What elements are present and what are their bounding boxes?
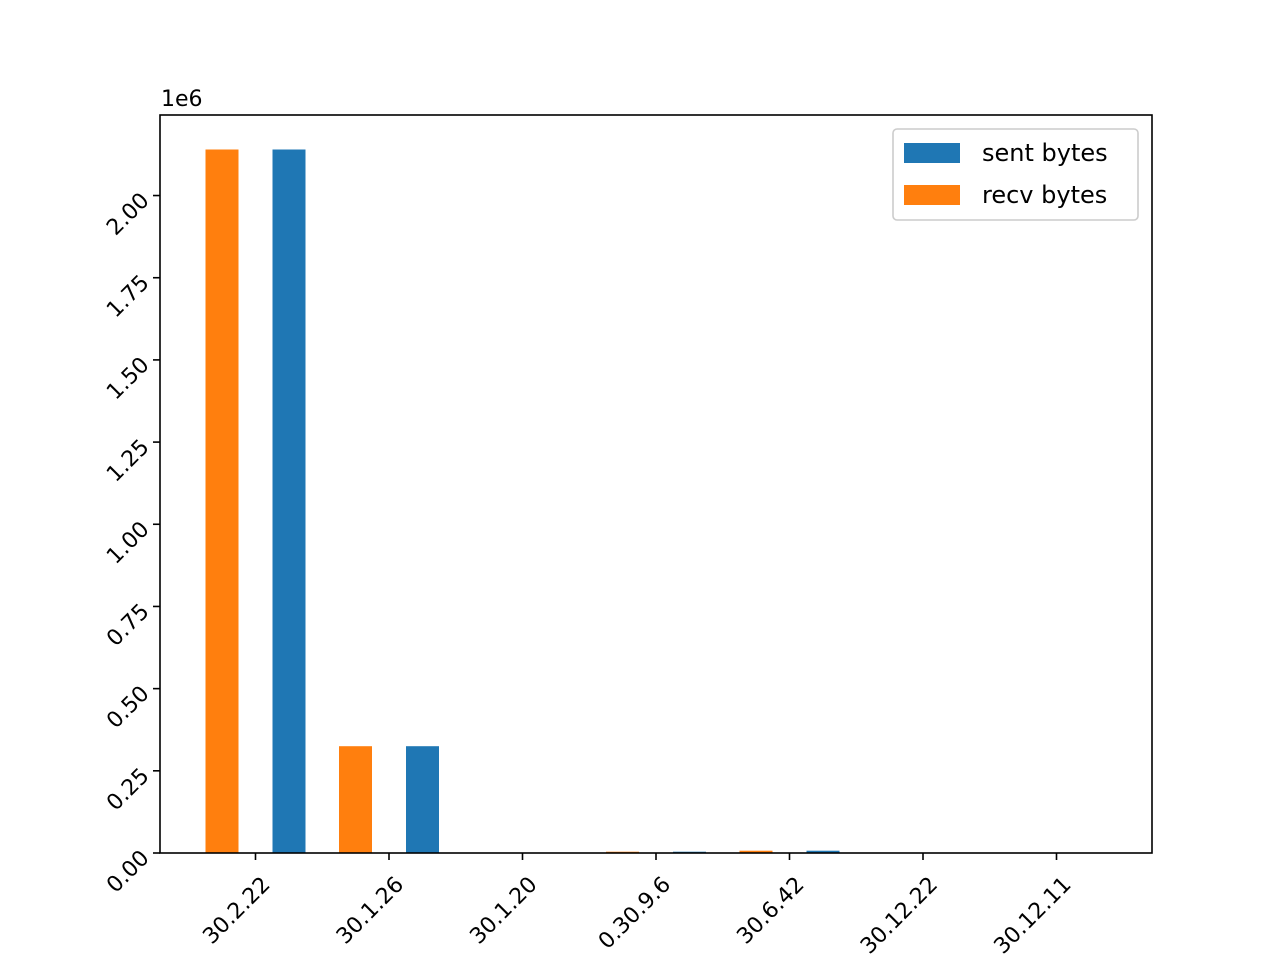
legend-swatch-recv xyxy=(904,185,960,205)
bar-recv-0 xyxy=(205,149,239,853)
legend-label-sent: sent bytes xyxy=(982,139,1108,167)
legend: sent bytes recv bytes xyxy=(892,128,1139,221)
x-tick-label-4: 30.6.42 xyxy=(732,872,809,949)
y-tick-label-0: 0.00 xyxy=(102,846,154,898)
bar-recv-1 xyxy=(339,746,372,853)
x-tick-label-1: 30.1.26 xyxy=(332,872,409,949)
x-axis: 30.2.22 30.1.26 30.1.20 0.30.9.6 30.6.42 30.1… xyxy=(198,853,1076,959)
y-tick-label-5: 1.25 xyxy=(102,435,154,487)
bar-sent-4 xyxy=(806,850,840,853)
bar-sent-1 xyxy=(406,746,439,853)
x-tick-label-0: 30.2.22 xyxy=(198,872,275,949)
x-tick-label-3: 0.30.9.6 xyxy=(594,872,676,954)
y-tick-label-4: 1.00 xyxy=(102,517,154,569)
legend-label-recv: recv bytes xyxy=(982,181,1107,209)
y-axis: 0.00 0.25 0.50 0.75 1.00 1.25 1.50 1.75 2.00 xyxy=(102,188,160,898)
plot-frame xyxy=(159,114,1153,854)
bar-sent-0 xyxy=(272,149,306,853)
y-tick-label-3: 0.75 xyxy=(102,599,154,651)
y-offset-label: 1e6 xyxy=(161,87,203,112)
y-tick-label-7: 1.75 xyxy=(102,271,154,323)
y-tick-label-6: 1.50 xyxy=(102,353,154,405)
y-tick-label-1: 0.25 xyxy=(102,764,154,816)
legend-swatch-sent xyxy=(904,143,960,163)
y-tick-label-8: 2.00 xyxy=(102,188,154,240)
bar-recv-4 xyxy=(739,850,773,853)
bars-layer xyxy=(205,149,840,853)
y-tick-label-2: 0.50 xyxy=(102,681,154,733)
x-tick-label-6: 30.12.11 xyxy=(990,872,1077,959)
x-tick-label-2: 30.1.20 xyxy=(465,872,542,949)
x-tick-label-5: 30.12.22 xyxy=(856,872,943,959)
